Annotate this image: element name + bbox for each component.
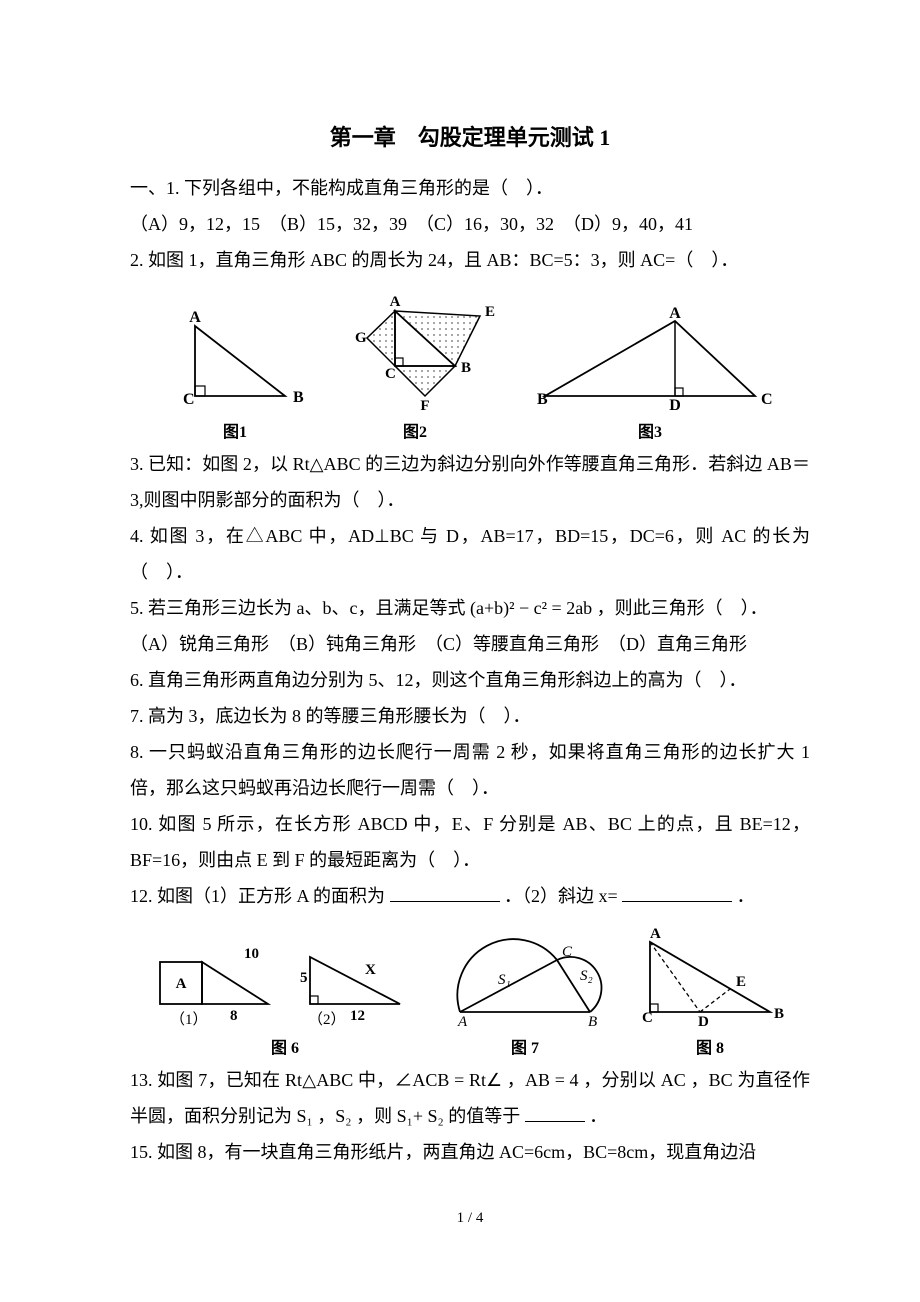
fig8-caption: 图 8 bbox=[630, 1034, 790, 1058]
q10-stem: 10. 如图 5 所示，在长方形 ABCD 中，E、F 分别是 AB、BC 上的… bbox=[130, 806, 810, 878]
q12-text-b: ．（2）斜边 x= bbox=[504, 886, 618, 906]
figure-row-2: A 10 8 （1） 5 12 X （2） 图 6 bbox=[130, 922, 810, 1058]
fig7-label-B: B bbox=[588, 1014, 597, 1030]
chapter-title: 第一章 勾股定理单元测试 1 bbox=[130, 120, 810, 152]
fig6-label-A: A bbox=[176, 976, 187, 992]
fig2-label-C: C bbox=[385, 366, 396, 382]
q13-stem: 13. 如图 7，已知在 Rt△ABC 中，∠ACB = Rt∠ ，AB = 4… bbox=[130, 1062, 810, 1134]
fig1-caption: 图1 bbox=[165, 418, 305, 442]
fig2-caption: 图2 bbox=[325, 418, 505, 442]
figure-8: A B C D E 图 8 bbox=[630, 922, 790, 1058]
figure-3: A B C D 图3 bbox=[525, 306, 775, 442]
fig2-label-F: F bbox=[420, 398, 429, 414]
fig8-label-D: D bbox=[698, 1014, 709, 1030]
fig7-label-S2: S₂ bbox=[580, 968, 593, 984]
fig1-label-B: B bbox=[293, 389, 304, 406]
fig6-label-12: 12 bbox=[350, 1008, 365, 1024]
q2-stem: 2. 如图 1，直角三角形 ABC 的周长为 24，且 AB：BC=5：3，则 … bbox=[130, 242, 810, 278]
fig6-label-10: 10 bbox=[244, 946, 259, 962]
fig3-caption: 图3 bbox=[525, 418, 775, 442]
fig6-label-8: 8 bbox=[230, 1008, 238, 1024]
q13-text-b: ． bbox=[589, 1106, 607, 1126]
page: 第一章 勾股定理单元测试 1 一、1. 下列各组中，不能构成直角三角形的是（ ）… bbox=[0, 0, 920, 1267]
q7-stem: 7. 高为 3，底边长为 8 的等腰三角形腰长为（ ）． bbox=[130, 698, 810, 734]
fig8-label-E: E bbox=[736, 974, 746, 990]
fig8-label-C: C bbox=[642, 1010, 653, 1026]
q8-stem: 8. 一只蚂蚁沿直角三角形的边长爬行一周需 2 秒，如果将直角三角形的边长扩大 … bbox=[130, 734, 810, 806]
fig6-paren-1: （1） bbox=[170, 1011, 208, 1028]
q13-blank[interactable] bbox=[525, 1103, 585, 1122]
figure-row-1: A B C 图1 A B bbox=[130, 286, 810, 442]
figure-2: A B C E F G 图2 bbox=[325, 286, 505, 442]
q1-options: （A）9，12，15 （B）15，32，39 （C）16，30，32 （D）9，… bbox=[130, 206, 810, 242]
fig2-label-E: E bbox=[485, 304, 495, 320]
fig1-label-C: C bbox=[183, 391, 195, 408]
fig3-label-D: D bbox=[669, 397, 681, 414]
page-number: 1 / 4 bbox=[130, 1210, 810, 1227]
q12-text-a: 12. 如图（1）正方形 A 的面积为 bbox=[130, 886, 385, 906]
fig3-label-C: C bbox=[761, 391, 773, 408]
q12-stem: 12. 如图（1）正方形 A 的面积为 ．（2）斜边 x= ． bbox=[130, 878, 810, 914]
fig2-label-A: A bbox=[390, 294, 401, 310]
q12-blank-1[interactable] bbox=[390, 883, 500, 902]
fig7-label-C: C bbox=[562, 944, 573, 960]
q4-stem: 4. 如图 3，在△ABC 中，AD⊥BC 与 D，AB=17，BD=15，DC… bbox=[130, 518, 810, 590]
fig1-label-A: A bbox=[189, 309, 201, 326]
fig8-label-B: B bbox=[774, 1006, 784, 1022]
q5-stem-text: 5. 若三角形三边长为 a、b、c，且满足等式 (a+b)² − c² = 2a… bbox=[130, 598, 768, 618]
fig6-label-X: X bbox=[365, 962, 376, 978]
q5-stem: 5. 若三角形三边长为 a、b、c，且满足等式 (a+b)² − c² = 2a… bbox=[130, 590, 810, 626]
fig3-label-B: B bbox=[537, 391, 548, 408]
fig6-label-5: 5 bbox=[300, 970, 308, 986]
fig6-caption: 图 6 bbox=[150, 1034, 420, 1058]
fig3-label-A: A bbox=[669, 306, 681, 322]
figure-6: A 10 8 （1） 5 12 X （2） 图 6 bbox=[150, 922, 420, 1058]
q12-blank-2[interactable] bbox=[622, 883, 732, 902]
fig2-label-B: B bbox=[461, 360, 471, 376]
fig7-label-S1: S₁ bbox=[498, 972, 511, 988]
q1-stem: 一、1. 下列各组中，不能构成直角三角形的是（ ）． bbox=[130, 170, 810, 206]
fig7-label-A: A bbox=[457, 1014, 468, 1030]
page-number-text: 1 / 4 bbox=[457, 1210, 484, 1226]
figure-1: A B C 图1 bbox=[165, 306, 305, 442]
fig7-caption: 图 7 bbox=[440, 1034, 610, 1058]
q3-stem: 3. 已知：如图 2，以 Rt△ABC 的三边为斜边分别向外作等腰直角三角形．若… bbox=[130, 446, 810, 518]
fig8-label-A: A bbox=[650, 926, 661, 942]
q5-options: （A）锐角三角形 （B）钝角三角形 （C）等腰直角三角形 （D）直角三角形 bbox=[130, 626, 810, 662]
figure-7: A B C S₁ S₂ 图 7 bbox=[440, 922, 610, 1058]
fig2-label-G: G bbox=[355, 330, 367, 346]
q6-stem: 6. 直角三角形两直角边分别为 5、12，则这个直角三角形斜边上的高为（ ）． bbox=[130, 662, 810, 698]
fig6-paren-2: （2） bbox=[308, 1011, 346, 1028]
q13-text-a: 13. 如图 7，已知在 Rt△ABC 中，∠ACB = Rt∠ ，AB = 4… bbox=[130, 1070, 810, 1126]
q12-text-c: ． bbox=[737, 886, 755, 906]
q15-stem: 15. 如图 8，有一块直角三角形纸片，两直角边 AC=6cm，BC=8cm，现… bbox=[130, 1134, 810, 1170]
